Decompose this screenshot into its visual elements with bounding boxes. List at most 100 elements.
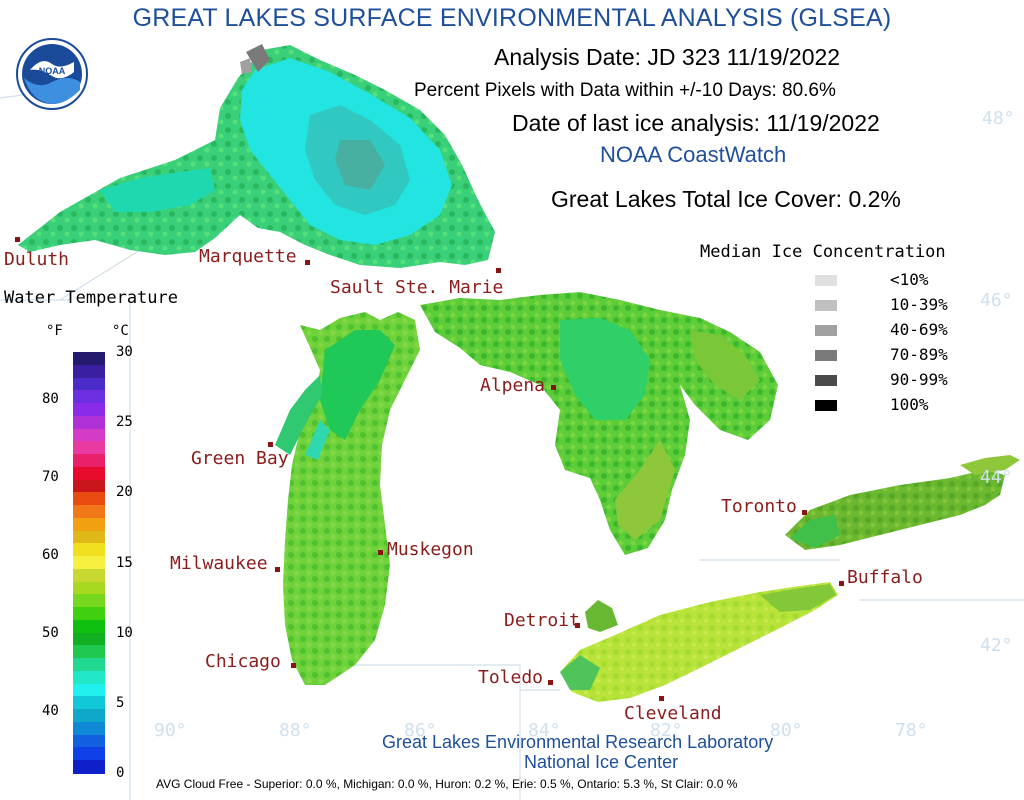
celsius-tick: 20 [116,484,133,501]
fahrenheit-tick: 80 [42,390,59,407]
page-title: GREAT LAKES SURFACE ENVIRONMENTAL ANALYS… [132,4,892,32]
colorbar-segment [73,670,105,685]
ice-legend-swatch [815,325,837,336]
fahrenheit-tick: 60 [42,546,59,563]
city-label-detroit: Detroit [504,610,580,631]
ice-legend-label: 10-39% [890,295,948,314]
celsius-tick: 25 [116,414,133,431]
celsius-tick: 15 [116,554,133,571]
colorbar-segment [73,530,105,544]
lake-erie [560,582,838,702]
city-label-sault-ste-marie: Sault Ste. Marie [330,277,504,298]
lake-michigan [275,312,420,685]
celsius-tick: 30 [116,344,133,360]
colorbar-segment [73,619,105,634]
colorbar-segment [73,441,105,455]
credit-nic: National Ice Center [524,752,679,772]
cloud-free-stats: AVG Cloud Free - Superior: 0.0 %, Michig… [156,777,738,791]
colorbar-segment [73,466,105,481]
city-markers [15,237,844,701]
noaa-logo: NOAA [16,38,88,110]
lat-label-46: 46° [980,290,1013,311]
city-label-chicago: Chicago [205,651,281,672]
ice-legend-swatch [815,275,837,286]
fahrenheit-tick: 50 [42,624,59,641]
city-label-buffalo: Buffalo [847,567,923,588]
percent-pixels: Percent Pixels with Data within +/-10 Da… [414,80,836,101]
city-label-alpena: Alpena [480,375,546,396]
boundary-lines [0,89,1024,800]
colorbar-segment [73,696,105,710]
colorbar-segment [73,492,105,506]
city-label-milwaukee: Milwaukee [170,553,268,574]
colorbar-segment [73,403,105,417]
colorbar-segment [73,543,105,557]
lon-label-82: 82° [650,720,683,741]
lake-huron [420,292,778,555]
celsius-tick: 10 [116,624,133,641]
colorbar-segment [73,632,105,646]
ice-legend-label: 40-69% [890,320,948,339]
colorbar-segment [73,594,105,608]
colorbar-segment [73,479,105,493]
ice-legend-swatch [815,400,837,411]
colorbar-segment [73,760,105,774]
ice-legend-swatch [815,300,837,311]
colorbar-segment [73,517,105,532]
colorbar-segment [73,505,105,519]
colorbar-segment [73,364,105,379]
colorbar-segment [73,607,105,621]
city-label-muskegon: Muskegon [387,539,474,560]
analysis-date: Analysis Date: JD 323 11/19/2022 [494,44,841,70]
lon-label-88: 88° [279,720,312,741]
colorbar-segment [73,428,105,442]
ice-legend-label: <10% [890,270,929,289]
ice-legend-title: Median Ice Concentration [700,242,946,262]
total-ice-cover: Great Lakes Total Ice Cover: 0.2% [551,186,901,212]
ice-legend-label: 70-89% [890,345,948,364]
lat-label-48: 48° [982,108,1015,129]
colorbar-segment [73,683,105,698]
last-ice-analysis-date: Date of last ice analysis: 11/19/2022 [512,110,880,136]
city-label-toronto: Toronto [721,496,797,517]
fahrenheit-tick: 70 [42,468,59,485]
lon-label-90: 90° [154,720,187,741]
lon-label-84: 84° [528,720,561,741]
colorbar-segment [73,568,105,583]
colorbar-segment [73,645,105,659]
fahrenheit-tick: 40 [42,702,59,719]
lake-ontario [785,455,1020,550]
colorbar-segment [73,581,105,595]
lake-superior [18,44,495,268]
lat-label-44: 44° [980,467,1013,488]
lon-label-78: 78° [895,720,928,741]
unit-fahrenheit: °F [46,323,63,339]
ice-legend-swatch [815,350,837,361]
lon-label-86: 86° [404,720,437,741]
ice-legend-label: 100% [890,395,929,414]
colorbar-segment [73,747,105,761]
unit-celsius: °C [112,323,129,339]
lat-label-42: 42° [980,635,1013,656]
city-label-duluth: Duluth [4,249,70,270]
city-label-cleveland: Cleveland [624,703,722,724]
water-temp-title: Water Temperature [4,288,178,308]
city-label-green-bay: Green Bay [191,448,289,469]
celsius-tick: 5 [116,694,125,711]
ice-legend-label: 90-99% [890,370,948,389]
colorbar-segment [73,721,105,736]
colorbar-segment [73,377,105,391]
city-label-marquette: Marquette [199,246,297,267]
agency-label: NOAA CoastWatch [600,142,787,167]
colorbar-segment [73,734,105,749]
credit-glerl: Great Lakes Environmental Research Labor… [382,732,774,752]
colorbar-segment [73,415,105,430]
city-label-toledo: Toledo [478,667,544,688]
celsius-tick: 0 [116,765,125,781]
colorbar-segment [73,390,105,404]
colorbar-segment [73,556,105,570]
lon-label-80: 80° [770,720,803,741]
colorbar-segment [73,454,105,468]
ice-legend-swatch [815,375,837,386]
